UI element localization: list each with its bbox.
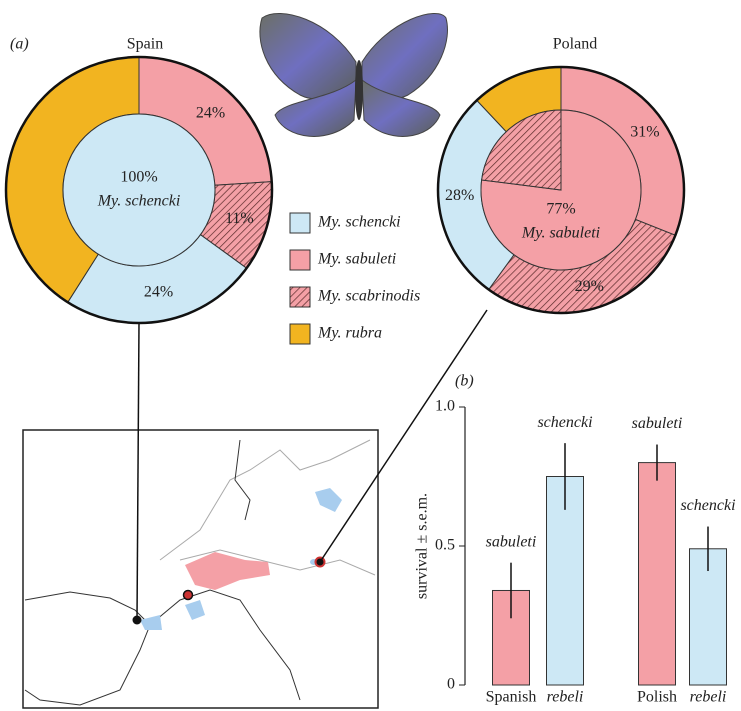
bar-label: sabuleti bbox=[632, 415, 683, 432]
wing bbox=[274, 78, 357, 137]
legend-label: My. rubra bbox=[317, 325, 382, 342]
wing bbox=[259, 12, 357, 100]
x-tick-label: Polish bbox=[637, 689, 677, 706]
connector bbox=[136, 322, 140, 621]
range-schencki bbox=[185, 600, 205, 620]
legend-swatch bbox=[289, 212, 311, 234]
border bbox=[179, 549, 376, 576]
legend-swatch bbox=[289, 249, 311, 271]
site-marker bbox=[182, 589, 194, 601]
chart-title: Poland bbox=[553, 36, 597, 53]
donut-outline bbox=[436, 65, 686, 315]
segment-label: 28% bbox=[445, 187, 474, 204]
inner-segment bbox=[481, 109, 562, 191]
coastline bbox=[234, 439, 251, 521]
y-tick-label: 0.5 bbox=[435, 537, 455, 554]
wing bbox=[361, 78, 441, 137]
connector bbox=[319, 309, 488, 563]
panel-label: (b) bbox=[455, 373, 474, 390]
x-tick-label: Spanish bbox=[486, 689, 537, 706]
chart-title: Spain bbox=[127, 36, 163, 53]
segment-label: 11% bbox=[225, 210, 254, 227]
center-name: My. sabuleti bbox=[521, 225, 600, 242]
wing bbox=[361, 13, 448, 100]
coastline bbox=[24, 591, 151, 706]
butterfly-illustration bbox=[259, 12, 448, 137]
legend-label: My. scabrinodis bbox=[317, 288, 420, 305]
range-schencki bbox=[140, 615, 162, 630]
y-axis-label: survival ± s.e.m. bbox=[414, 493, 431, 599]
map bbox=[22, 309, 488, 709]
donut-outline bbox=[4, 55, 274, 325]
body bbox=[355, 60, 363, 120]
y-tick-label: 1.0 bbox=[435, 398, 455, 415]
segment-label: 29% bbox=[575, 278, 604, 295]
inner-segment bbox=[62, 113, 216, 267]
legend-label: My. sabuleti bbox=[317, 251, 396, 268]
coastline bbox=[149, 589, 301, 701]
panel-label: (a) bbox=[10, 36, 29, 53]
bar bbox=[638, 462, 676, 686]
legend-swatch bbox=[289, 323, 311, 345]
segment-label: 24% bbox=[144, 283, 173, 300]
range-sabuleti bbox=[185, 552, 270, 590]
y-tick-label: 0 bbox=[447, 676, 455, 693]
bar-label: schencki bbox=[680, 497, 735, 514]
bar-label: sabuleti bbox=[486, 533, 537, 550]
segment-label: 24% bbox=[196, 104, 225, 121]
center-name: My. schencki bbox=[97, 193, 181, 210]
bar-label: schencki bbox=[537, 414, 592, 431]
border bbox=[159, 439, 371, 561]
x-tick-label: rebeli bbox=[690, 689, 727, 706]
legend-label: My. schencki bbox=[317, 214, 401, 231]
segment-label: 31% bbox=[630, 124, 659, 141]
bar bbox=[689, 548, 727, 686]
x-tick-label: rebeli bbox=[547, 689, 584, 706]
range-schencki bbox=[315, 488, 342, 512]
segment-label: 100% bbox=[120, 169, 157, 186]
bar bbox=[546, 476, 584, 686]
segment-label: 77% bbox=[546, 201, 575, 218]
legend-swatch bbox=[289, 286, 311, 308]
